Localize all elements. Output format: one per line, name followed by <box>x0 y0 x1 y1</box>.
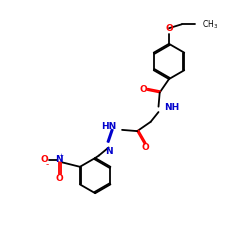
Text: N: N <box>56 156 63 164</box>
Text: N: N <box>105 146 113 156</box>
Text: +: + <box>58 152 64 158</box>
Text: O: O <box>142 143 150 152</box>
Text: NH: NH <box>164 103 179 112</box>
Text: O: O <box>56 174 63 183</box>
Text: O: O <box>40 156 48 164</box>
Text: -: - <box>45 160 48 169</box>
Text: CH$_3$: CH$_3$ <box>202 18 218 30</box>
Text: O: O <box>140 84 147 94</box>
Text: HN: HN <box>101 122 116 132</box>
Text: O: O <box>165 24 173 33</box>
